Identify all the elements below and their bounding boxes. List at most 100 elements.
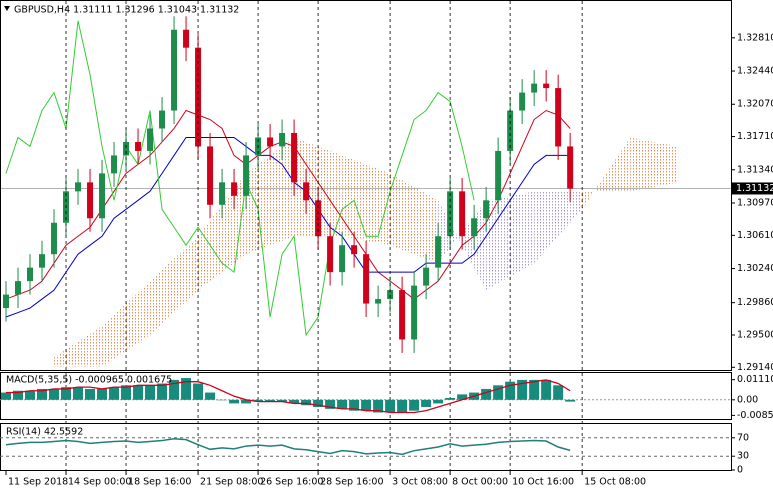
macd-bar [85, 388, 96, 400]
cloud [342, 155, 391, 246]
macd-bar [397, 399, 408, 413]
cloud [582, 137, 631, 210]
macd-bar [145, 385, 156, 400]
cloud [102, 281, 151, 367]
macd-bar [457, 394, 468, 400]
macd-bar [97, 388, 108, 400]
macd-bar [421, 399, 432, 408]
macd-bar [25, 390, 36, 400]
candle-body [159, 110, 166, 129]
y-tick-label: -0.008595 [737, 410, 773, 421]
macd-bar [541, 379, 552, 400]
candle-body [363, 254, 370, 304]
candle-body [459, 191, 466, 237]
macd-title: MACD(5,35,5) -0.000965 0.001675 [6, 375, 172, 386]
candle-body [243, 155, 250, 196]
candle-body [387, 290, 394, 300]
macd-panel [0, 372, 732, 420]
y-tick-label: 0.00 [737, 394, 758, 405]
macd-bar [61, 387, 72, 400]
macd-bar [409, 399, 420, 411]
y-tick-label: 1.30240 [737, 263, 773, 274]
y-tick-label: 70 [737, 432, 749, 443]
candle-body [411, 285, 418, 340]
rsi-line [5, 437, 571, 456]
macd-bar [253, 399, 264, 402]
macd-bar [277, 399, 288, 402]
macd-bar [553, 385, 564, 400]
x-tick-label: 18 Sep 16:00 [128, 477, 191, 488]
candle-body [39, 254, 46, 268]
candle-body [111, 155, 118, 174]
candle-body [303, 182, 310, 201]
candle-body [123, 141, 130, 156]
macd-bar [433, 399, 444, 404]
y-tick-label: 1.29140 [737, 362, 773, 373]
cloud [390, 173, 439, 264]
candle-body [231, 182, 238, 196]
macd-bar [13, 390, 24, 400]
macd-bar [493, 385, 504, 400]
candle-body [507, 110, 514, 151]
last-price-box [731, 182, 773, 195]
candle-body [351, 245, 358, 255]
candle-body [471, 218, 478, 237]
candle-body [483, 200, 490, 219]
macd-bar [109, 387, 120, 400]
y-tick-label: 0 [737, 465, 743, 476]
y-tick-label: 1.29500 [737, 329, 773, 340]
x-tick-label: 15 Oct 08:00 [584, 477, 646, 488]
macd-bar [193, 383, 204, 400]
candle-body [423, 267, 430, 286]
y-tick-label: 1.29860 [737, 297, 773, 308]
candle-body [531, 83, 538, 93]
macd-bar [181, 378, 192, 400]
candle-body [135, 141, 142, 151]
last-price-label: 1.31132 [736, 183, 773, 194]
candle-body [171, 29, 178, 111]
candle-body [435, 236, 442, 268]
macd-bar [121, 385, 132, 400]
x-tick-label: 11 Sep 2018 [8, 477, 68, 488]
candle-body [339, 245, 346, 273]
macd-bar [133, 385, 144, 400]
main-plot [1, 16, 731, 367]
candle-body [543, 83, 550, 89]
candle-body [147, 128, 154, 151]
signal-line [6, 379, 571, 414]
macd-bar [349, 399, 360, 411]
symbol-title: GBPUSD,H4 1.31111 1.31296 1.31043 1.3113… [14, 5, 239, 16]
macd-bar [73, 387, 84, 400]
y-tick-label: 1.30610 [737, 230, 773, 241]
macd-bar [205, 392, 216, 400]
candle-body [291, 132, 298, 183]
candle-body [375, 299, 382, 304]
macd-bar [361, 399, 372, 411]
macd-bar [1, 392, 12, 400]
candle-body [279, 132, 286, 147]
macd-bar [445, 397, 456, 400]
candle-body [267, 137, 274, 147]
x-tick-label: 8 Oct 00:00 [452, 477, 508, 488]
x-tick-label: 28 Sep 16:00 [320, 477, 383, 488]
macd-bar [37, 388, 48, 400]
cloud [630, 137, 679, 192]
x-tick-label: 26 Sep 16:00 [260, 477, 323, 488]
cloud [486, 191, 535, 291]
candle-body [567, 146, 574, 189]
y-tick-label: 1.32440 [737, 66, 773, 77]
rsi-panel [0, 423, 732, 471]
y-tick-label: 1.32810 [737, 32, 773, 43]
menu-triangle [4, 6, 10, 11]
macd-bar [301, 399, 312, 406]
y-tick-label: 1.32070 [737, 99, 773, 110]
x-tick-label: 21 Sep 08:00 [200, 477, 263, 488]
cloud [54, 326, 103, 367]
macd-bar [49, 388, 60, 400]
x-tick-label: 3 Oct 08:00 [392, 477, 448, 488]
candle-body [3, 294, 10, 309]
macd-bar [241, 399, 252, 404]
y-tick-label: 0.011105 [737, 374, 773, 385]
macd-bar [505, 381, 516, 400]
